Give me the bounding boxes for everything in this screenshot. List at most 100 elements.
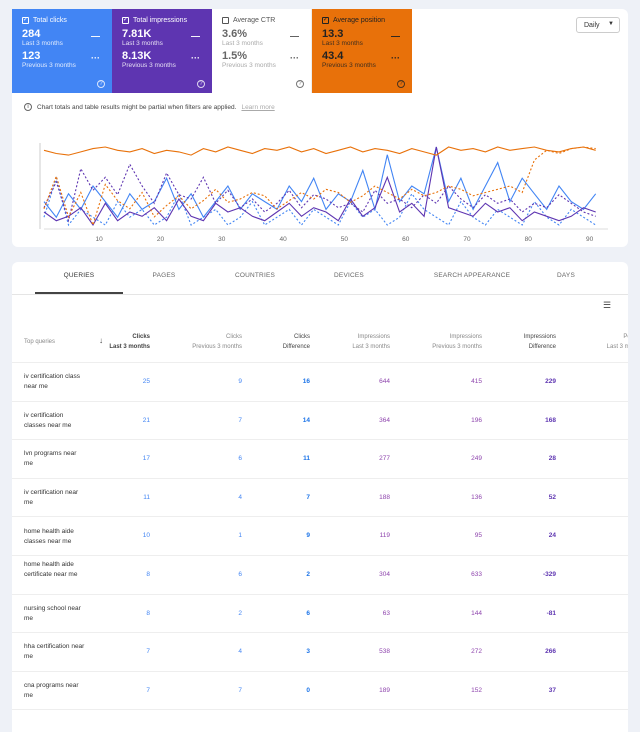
card-value: 7.81K: [122, 28, 152, 40]
cell-value: 249: [471, 455, 482, 463]
cell-value: 633: [471, 571, 482, 578]
column-header[interactable]: Clicks Last 3 months: [70, 332, 150, 352]
tab-divider: [12, 294, 628, 295]
cell-value: 11: [303, 455, 310, 463]
cell-value: 196: [471, 416, 482, 424]
query-text[interactable]: home health aide classes near me: [24, 527, 74, 545]
table-row[interactable]: iv certification class near me 25 9 16 644 41…: [12, 362, 638, 401]
tab-pages[interactable]: PAGES: [152, 272, 176, 279]
metric-card-0[interactable]: ✓ Total clicks 284 Last 3 months 123 Previo…: [12, 9, 112, 93]
tab-devices[interactable]: DEVICES: [334, 272, 364, 279]
header-metric: Impressions: [357, 334, 390, 340]
column-header[interactable]: Positi Last 3 mont: [558, 332, 638, 352]
tab-days[interactable]: DAYS: [556, 272, 576, 279]
table-row[interactable]: iv certification near me1147188136528: [12, 477, 638, 517]
checkbox-icon[interactable]: ✓: [322, 17, 329, 24]
column-header[interactable]: Clicks Previous 3 months: [162, 332, 242, 352]
query-text[interactable]: home health aide certificate near me: [24, 561, 78, 579]
table-row[interactable]: home health aide certificate near me 8 6 2 3…: [12, 555, 638, 594]
learn-more-link[interactable]: Learn more: [241, 103, 275, 111]
cell-value: 0: [306, 686, 310, 694]
card-prev-value: 123: [22, 50, 41, 62]
page-scroll-gutter: [628, 262, 640, 720]
table-row[interactable]: hha certification near me74353827226614: [12, 632, 638, 671]
metric-card-1[interactable]: ✓ Total impressions 7.81K Last 3 months 8.…: [112, 9, 212, 93]
x-tick-label: 60: [402, 236, 410, 243]
cell-value: 4: [238, 648, 242, 656]
card-value: 13.3: [322, 28, 344, 40]
performance-panel: ✓ Total clicks 284 Last 3 months 123 Previo…: [12, 9, 628, 247]
cell-value: 364: [379, 416, 390, 424]
cell-value: 152: [471, 686, 482, 694]
card-prev-label: Previous 3 months: [22, 62, 76, 69]
card-prev-label: Previous 3 months: [322, 62, 376, 69]
column-header[interactable]: Clicks Difference: [230, 332, 310, 352]
card-prev-label: Previous 3 months: [122, 62, 176, 69]
cell-value: 7: [238, 686, 242, 694]
cell-value: 1: [238, 532, 242, 540]
filter-icon[interactable]: ☰: [603, 300, 612, 310]
card-label: Total clicks: [33, 17, 67, 24]
metric-card-3[interactable]: ✓ Average position 13.3 Last 3 months 43.4…: [312, 9, 412, 93]
cell-value: 415: [471, 378, 482, 385]
header-period: Difference: [528, 344, 556, 350]
dashed-line-legend-icon: ···: [290, 53, 299, 63]
cell-value: 24: [548, 532, 556, 540]
series-line-position_prev: [43, 146, 596, 227]
column-header[interactable]: Impressions Difference: [476, 332, 556, 352]
query-text[interactable]: lvn programs near me: [24, 450, 77, 468]
column-header[interactable]: Impressions Previous 3 months: [402, 332, 482, 352]
help-icon[interactable]: ?: [296, 80, 304, 88]
info-text: Chart totals and table results might be …: [37, 103, 237, 111]
table-row[interactable]: [12, 709, 628, 729]
cell-value: 52: [548, 493, 556, 501]
header-period: Last 3 months: [109, 344, 150, 350]
help-icon[interactable]: ?: [197, 80, 205, 88]
card-prev-value: 1.5%: [222, 50, 248, 62]
card-prev-value: 8.13K: [122, 50, 152, 62]
table-row[interactable]: lvn programs near me17611277249285: [12, 439, 638, 478]
query-text[interactable]: iv certification near me: [24, 489, 79, 507]
header-period: Last 3 mont: [606, 344, 638, 350]
table-row[interactable]: cna programs near me770189152375: [12, 670, 638, 710]
tab-queries[interactable]: QUERIES: [63, 272, 95, 279]
metric-card-2[interactable]: Average CTR 3.6% Last 3 months 1.5% Previo…: [212, 9, 312, 93]
query-text[interactable]: cna programs near me: [24, 682, 79, 700]
card-value-label: Last 3 months: [122, 40, 163, 47]
query-text[interactable]: iv certification class near me: [24, 373, 80, 391]
query-text[interactable]: nursing school near me: [24, 604, 81, 622]
checkbox-icon[interactable]: ✓: [22, 17, 29, 24]
help-icon[interactable]: ?: [397, 80, 405, 88]
cell-value: 168: [545, 416, 556, 424]
query-text[interactable]: hha certification near me: [24, 643, 85, 661]
solid-line-legend-icon: —: [91, 31, 100, 41]
x-tick-label: 80: [525, 236, 533, 243]
cell-value: 7: [238, 416, 242, 424]
table-row[interactable]: iv certification classes near me 21 7 14 364…: [12, 400, 638, 440]
card-value-label: Last 3 months: [322, 40, 363, 47]
cell-value: 266: [545, 648, 556, 656]
help-icon[interactable]: ?: [97, 80, 105, 88]
info-icon: i: [24, 103, 32, 111]
tab-countries[interactable]: COUNTRIES: [234, 272, 276, 279]
cell-value: 6: [306, 609, 310, 617]
header-period: Last 3 months: [352, 344, 390, 350]
cell-value: 229: [545, 378, 556, 385]
query-text[interactable]: iv certification classes near me: [24, 411, 72, 429]
header-metric: Clicks: [132, 334, 150, 340]
granularity-dropdown[interactable]: Daily ▼: [576, 17, 620, 33]
cell-value: 95: [474, 532, 482, 540]
checkbox-icon[interactable]: [222, 17, 229, 24]
header-period: Previous 3 months: [192, 344, 242, 350]
x-tick-label: 40: [279, 236, 287, 243]
cell-value: 304: [379, 571, 390, 578]
checkbox-icon[interactable]: ✓: [122, 17, 129, 24]
tab-search-appearance[interactable]: SEARCH APPEARANCE: [433, 272, 511, 279]
series-line-impressions_prev: [43, 163, 596, 223]
table-row[interactable]: home health aide classes near me 10 1 9 119 9…: [12, 516, 638, 555]
granularity-value: Daily: [584, 22, 600, 29]
sort-arrow-icon[interactable]: ↓: [99, 336, 103, 345]
series-line-impressions: [43, 146, 596, 227]
column-header[interactable]: Impressions Last 3 months: [310, 332, 390, 352]
